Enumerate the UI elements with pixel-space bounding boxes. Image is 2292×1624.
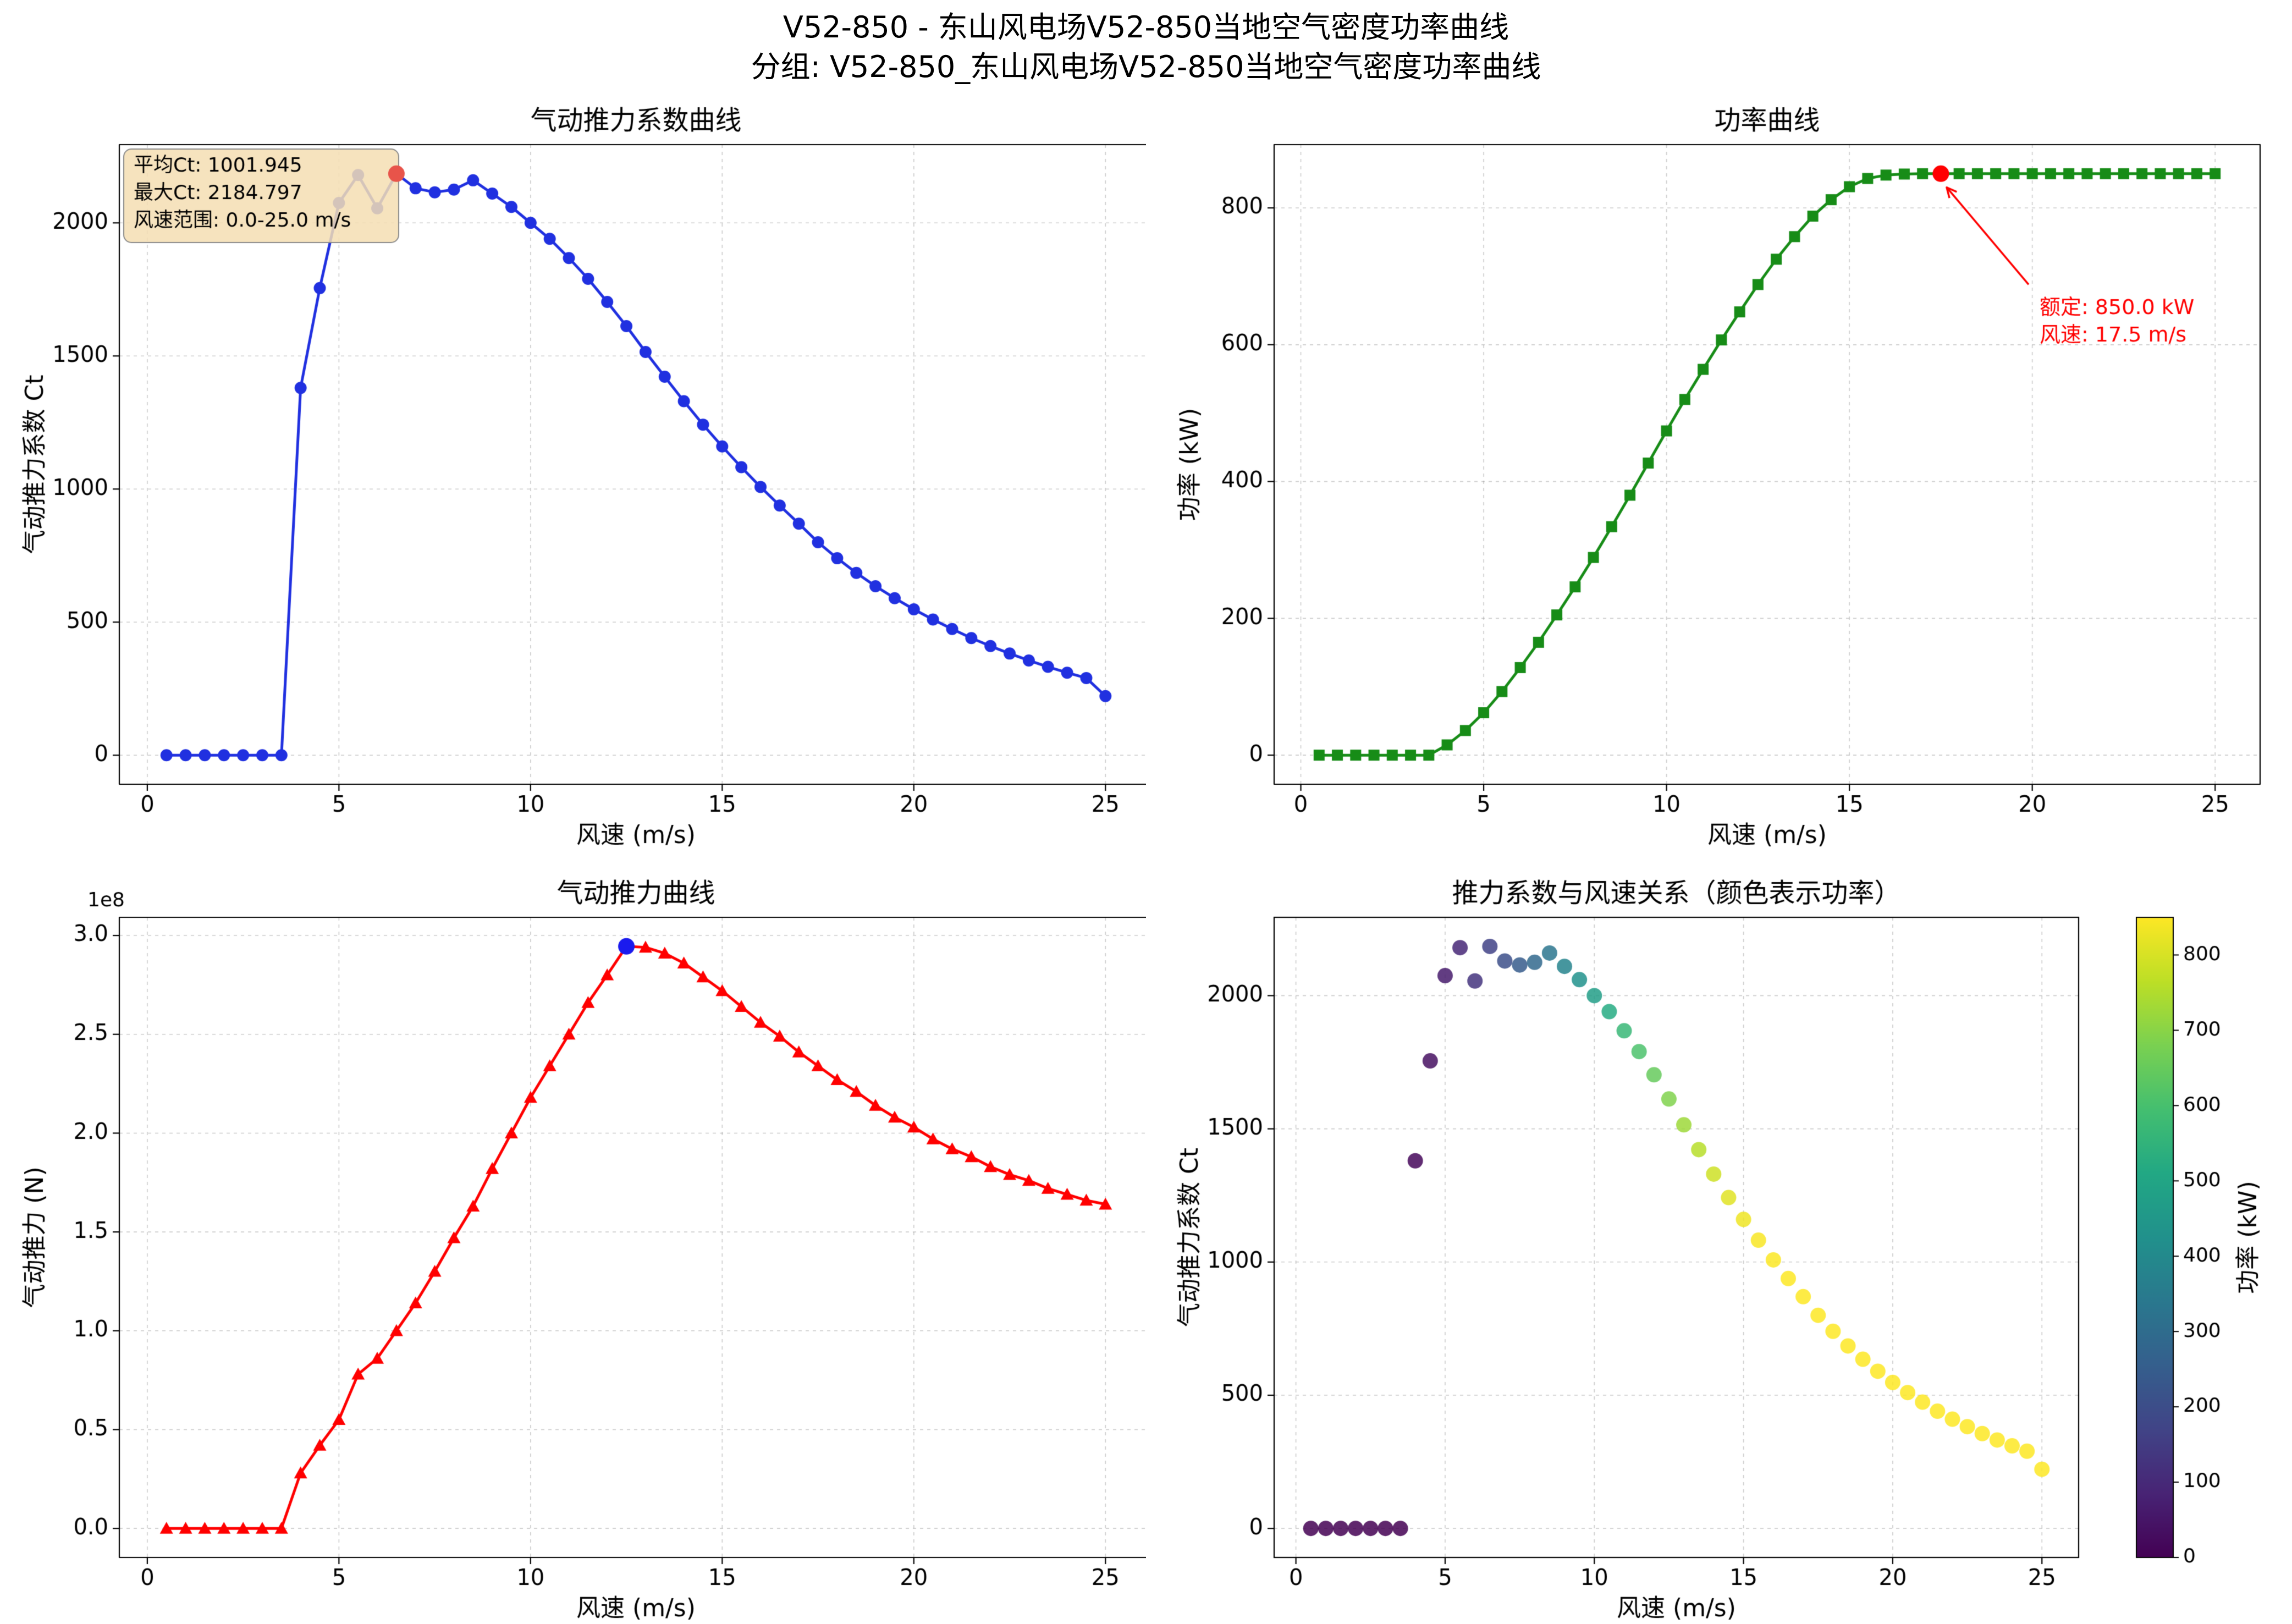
ct-power-scatter-plot — [1146, 858, 2292, 1624]
subplot-ct-power-scatter — [1146, 858, 2292, 1624]
subplot-ct-curve — [0, 93, 1146, 858]
suptitle-line-2: 分组: V52-850_东山风电场V52-850当地空气密度功率曲线 — [751, 49, 1541, 84]
ct-curve-plot — [0, 93, 1146, 858]
subplot-thrust-curve — [0, 858, 1146, 1624]
suptitle-line-1: V52-850 - 东山风电场V52-850当地空气密度功率曲线 — [783, 10, 1509, 45]
power-curve-plot — [1146, 93, 2292, 858]
thrust-curve-plot — [0, 858, 1146, 1624]
figure-suptitle: V52-850 - 东山风电场V52-850当地空气密度功率曲线 分组: V52… — [0, 8, 2292, 87]
subplot-power-curve — [1146, 93, 2292, 858]
